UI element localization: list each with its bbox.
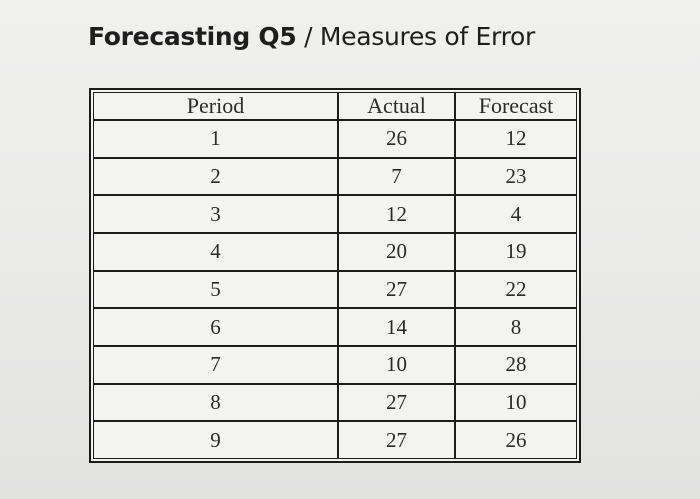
data-table-frame: Period Actual Forecast 1 26 12 2 7 23 3 … (89, 88, 581, 463)
cell-actual: 12 (338, 195, 455, 233)
cell-actual: 20 (338, 232, 455, 271)
cell-actual: 7 (338, 157, 455, 196)
cell-forecast: 19 (455, 232, 577, 271)
cell-forecast: 12 (455, 120, 577, 158)
table-row: 1 26 12 (93, 120, 577, 158)
cell-period: 6 (93, 308, 338, 346)
table-row: 2 7 23 (93, 157, 577, 196)
header-forecast: Forecast (455, 92, 577, 120)
cell-period: 4 (93, 232, 338, 271)
cell-period: 3 (93, 195, 338, 233)
cell-actual: 10 (338, 345, 455, 384)
cell-forecast: 10 (455, 383, 577, 422)
cell-forecast: 28 (455, 345, 577, 384)
header-actual: Actual (338, 92, 455, 120)
cell-period: 7 (93, 345, 338, 384)
cell-actual: 26 (338, 120, 455, 158)
cell-forecast: 26 (455, 421, 577, 459)
cell-period: 5 (93, 270, 338, 309)
cell-period: 1 (93, 120, 338, 158)
data-table: Period Actual Forecast 1 26 12 2 7 23 3 … (93, 92, 577, 459)
cell-forecast: 22 (455, 270, 577, 309)
table-row: 9 27 26 (93, 421, 577, 459)
cell-actual: 27 (338, 421, 455, 459)
table-row: 4 20 19 (93, 232, 577, 271)
table-row: 3 12 4 (93, 195, 577, 233)
page-title: Forecasting Q5 / Measures of Error (88, 22, 535, 51)
title-bold: Forecasting Q5 (88, 22, 297, 51)
cell-period: 9 (93, 421, 338, 459)
cell-actual: 14 (338, 308, 455, 346)
table-row: 6 14 8 (93, 308, 577, 346)
cell-forecast: 4 (455, 195, 577, 233)
cell-forecast: 23 (455, 157, 577, 196)
cell-actual: 27 (338, 270, 455, 309)
cell-actual: 27 (338, 383, 455, 422)
header-period: Period (93, 92, 338, 120)
table-header-row: Period Actual Forecast (93, 92, 577, 120)
title-rest: / Measures of Error (296, 22, 535, 51)
cell-forecast: 8 (455, 308, 577, 346)
table-row: 5 27 22 (93, 270, 577, 309)
table-row: 8 27 10 (93, 383, 577, 422)
table-row: 7 10 28 (93, 345, 577, 384)
cell-period: 8 (93, 383, 338, 422)
cell-period: 2 (93, 157, 338, 196)
